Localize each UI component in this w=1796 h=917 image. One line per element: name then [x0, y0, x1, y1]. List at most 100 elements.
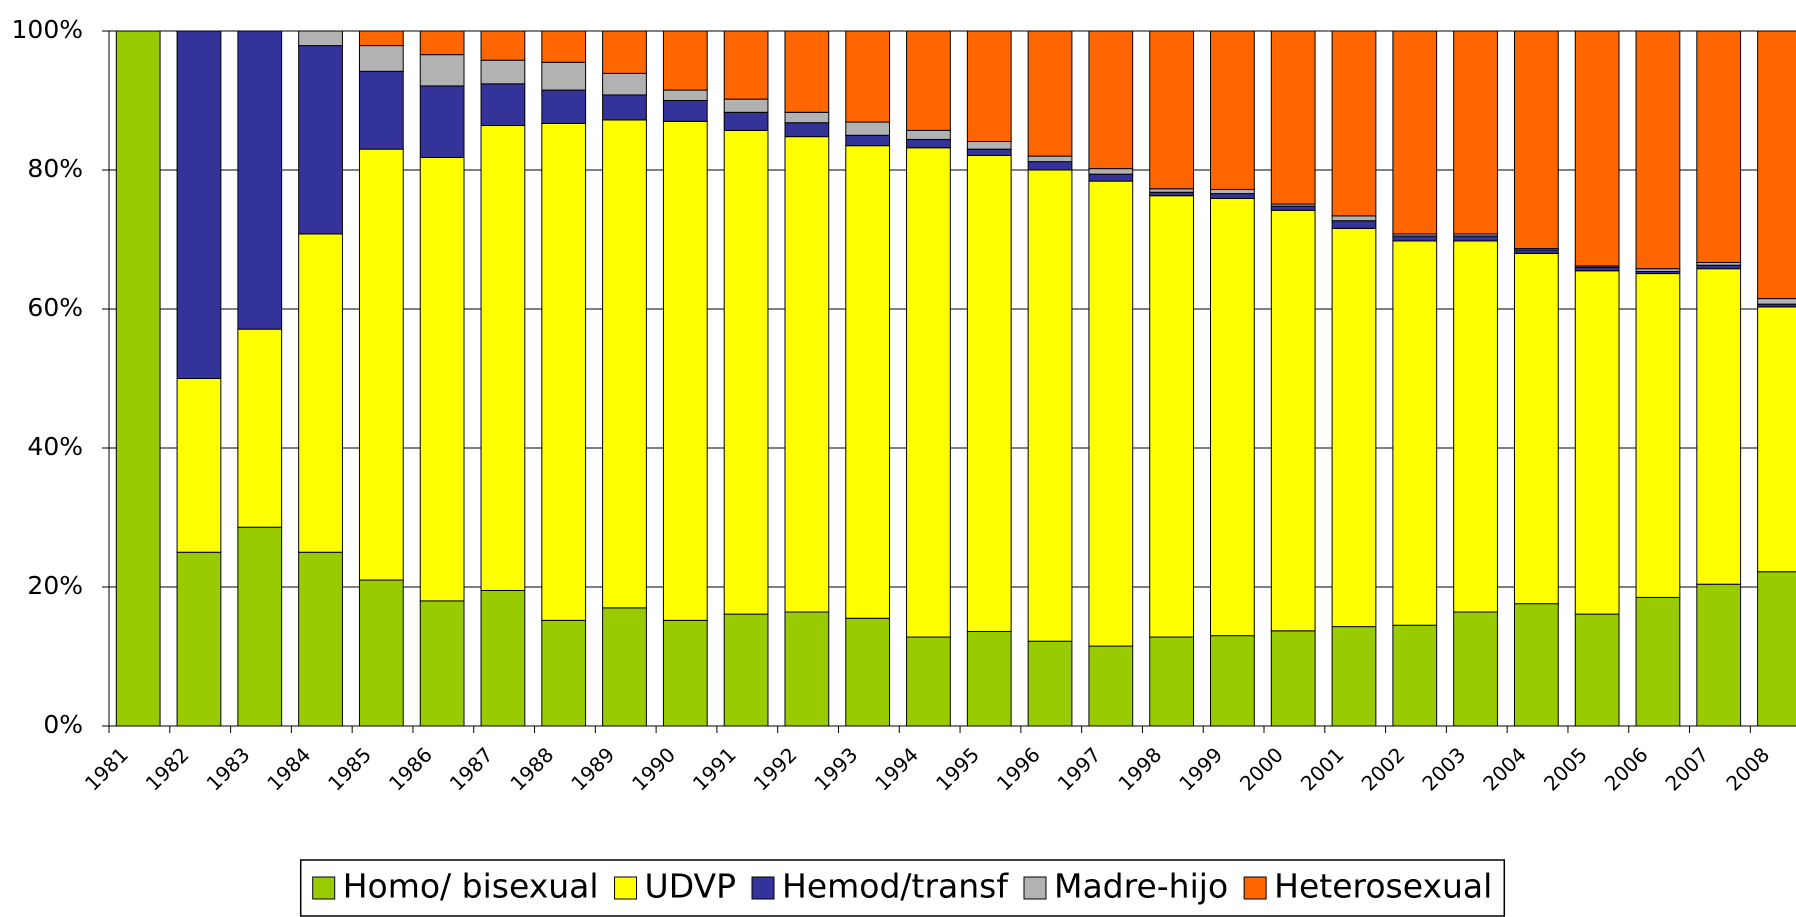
bar-segment [1210, 197, 1255, 637]
legend-label: Hemod/transf [782, 867, 1009, 906]
x-tick-label: 1989 [566, 743, 619, 796]
bar-segment [1635, 596, 1681, 727]
bar-segment [1210, 193, 1255, 199]
bar-segment [1757, 571, 1796, 727]
bar-segment [845, 30, 891, 123]
bar-segment [298, 233, 343, 553]
x-tick-label: 1986 [384, 743, 437, 796]
bar-segment [906, 138, 951, 149]
bar-segment [1392, 235, 1438, 242]
y-tick-label: 60% [27, 293, 83, 322]
bar-segment [1757, 298, 1796, 305]
bar-segment [1088, 645, 1134, 727]
bar-segment [541, 89, 587, 124]
bar-segment [1453, 611, 1498, 727]
bar-segment [1453, 235, 1498, 242]
bar-segment [602, 94, 647, 121]
x-tick-label: 2007 [1661, 743, 1714, 796]
bar-segment [480, 125, 526, 591]
y-tick-label: 80% [27, 154, 83, 183]
x-tick-label: 1998 [1113, 743, 1166, 796]
bar-segment [1574, 266, 1620, 272]
legend-swatch [1243, 876, 1267, 900]
x-tick-label: 2001 [1296, 743, 1349, 796]
legend-swatch [1023, 876, 1047, 900]
x-tick-label: 1981 [80, 743, 133, 796]
bar-segment [966, 148, 1012, 156]
bar-segment [1392, 30, 1438, 235]
bar-segment [1027, 30, 1073, 157]
bar-segment [906, 147, 951, 638]
bar-segment [1027, 161, 1073, 171]
x-tick-label: 1999 [1174, 743, 1227, 796]
x-tick-label: 1995 [931, 743, 984, 796]
bar-segment [1696, 268, 1742, 585]
bar-segment [480, 589, 526, 727]
bar-segment [1270, 630, 1316, 727]
x-tick-label: 2004 [1478, 743, 1531, 796]
bar-segment [1088, 173, 1134, 182]
bar-segment [845, 121, 891, 136]
x-tick-label: 1987 [445, 743, 498, 796]
legend: Homo/ bisexual UDVP Hemod/transf Madre-hijo… [299, 859, 1506, 917]
bar-segment [723, 98, 769, 113]
bar-segment [298, 30, 343, 47]
bar-segment [784, 111, 830, 124]
x-tick-label: 2006 [1600, 743, 1653, 796]
bar-segment [784, 136, 830, 613]
bar-segment [480, 30, 526, 61]
bar-segment [906, 636, 951, 727]
x-tick-label: 1982 [141, 743, 194, 796]
bar-segment [358, 148, 404, 581]
legend-label: Homo/ bisexual [343, 867, 599, 906]
bar-segment [1331, 626, 1377, 727]
bar-segment [662, 89, 708, 101]
bar-segment [602, 119, 647, 609]
bar-segment [541, 122, 587, 621]
bar-segment [1210, 30, 1255, 190]
bar-segment [662, 120, 708, 621]
bar-segment [298, 551, 343, 727]
bar-segment [541, 619, 587, 727]
bar-segment [1270, 205, 1316, 211]
bar-segment [906, 129, 951, 140]
bar-segment [1149, 188, 1194, 193]
bar-segment [662, 30, 708, 91]
bar-segment [784, 611, 830, 727]
bar-segment [1331, 215, 1377, 222]
bar-segment [1027, 155, 1073, 163]
bar-segment [1149, 30, 1194, 190]
bar-segment [966, 141, 1012, 150]
bar-segment [1088, 168, 1134, 175]
bar-segment [358, 30, 404, 47]
bar-segment [1574, 613, 1620, 727]
bar-segment [966, 630, 1012, 727]
bar-segment [966, 30, 1012, 143]
legend-swatch [312, 876, 336, 900]
bar-segment [1696, 583, 1742, 727]
bar-segment [784, 30, 830, 113]
bar-segment [1270, 209, 1316, 632]
bar-segment [419, 600, 465, 727]
x-tick-label: 2005 [1539, 743, 1592, 796]
bar-segment [298, 45, 343, 235]
bar-segment [602, 607, 647, 727]
bar-segment [1574, 30, 1620, 267]
bar-segment [1392, 240, 1438, 626]
bar-segment [1210, 188, 1255, 195]
bar-segment [176, 551, 222, 727]
bar-segment [1696, 30, 1742, 263]
y-tick-label: 0% [43, 710, 83, 739]
bar-segment [237, 526, 283, 727]
bar-segment [845, 134, 891, 147]
x-tick-label: 1994 [870, 743, 923, 796]
legend-swatch [751, 876, 775, 900]
bar-segment [662, 100, 708, 122]
bar-segment [1513, 30, 1559, 250]
bar-segment [723, 613, 769, 727]
bar-segment [1453, 240, 1498, 613]
x-tick-label: 1992 [749, 743, 802, 796]
bar-segment [237, 30, 283, 330]
bar-segment [1149, 195, 1194, 638]
bar-segment [723, 30, 769, 100]
